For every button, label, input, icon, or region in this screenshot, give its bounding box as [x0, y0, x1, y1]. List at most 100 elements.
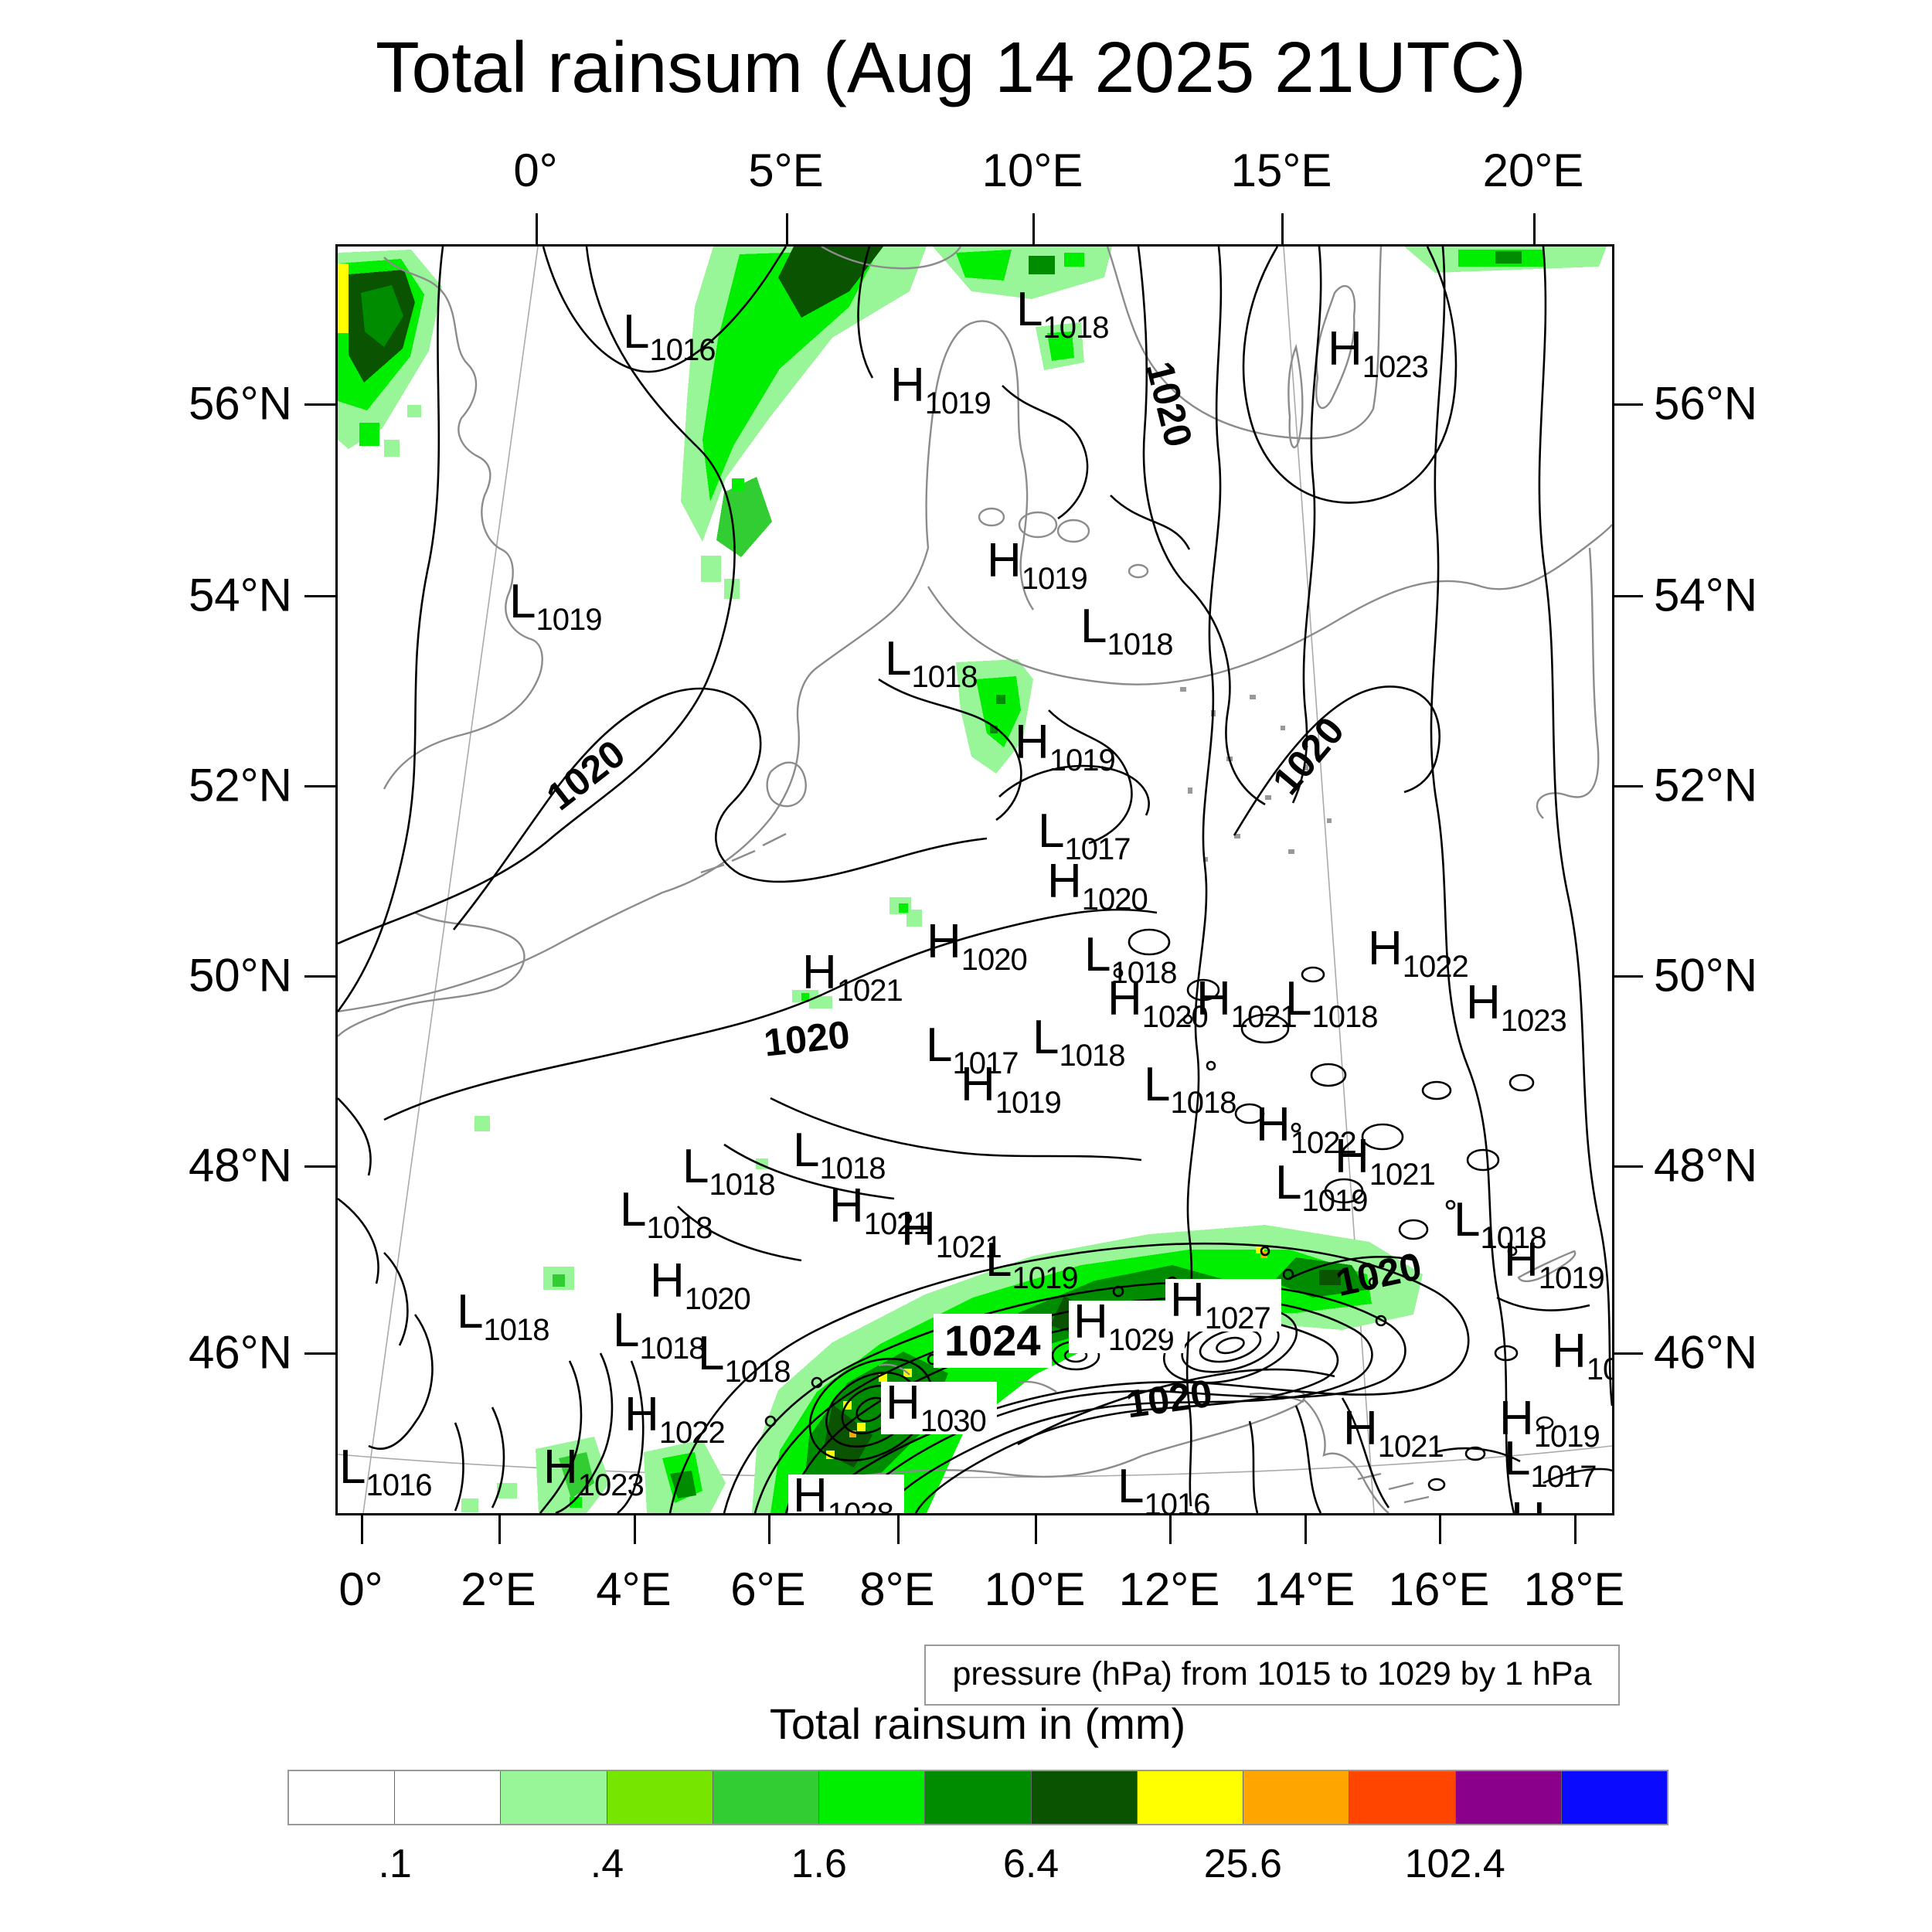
pressure-center-H1020: H1020	[650, 1254, 751, 1316]
colorbar	[287, 1770, 1668, 1825]
colorbar-cell-6	[924, 1771, 1031, 1824]
colorbar-cell-1	[394, 1771, 501, 1824]
axis-label-bottom: 12°E	[1118, 1563, 1220, 1615]
pressure-center-H1018: H1018	[1552, 1325, 1612, 1386]
axis-label-top: 5°E	[748, 145, 824, 196]
axis-label-right: 50°N	[1654, 949, 1758, 1002]
map-canvas	[338, 247, 1612, 1513]
axis-tick-top	[1032, 213, 1035, 244]
axis-tick-left	[304, 785, 335, 787]
pressure-center-H1021: H1021	[802, 946, 903, 1008]
axis-label-bottom: 10°E	[984, 1563, 1086, 1615]
axis-label-bottom: 18°E	[1523, 1563, 1625, 1615]
pressure-center-L1018: L1018	[1032, 1011, 1125, 1073]
axis-tick-right	[1612, 403, 1643, 406]
colorbar-tick-labels: .1 .4 1.6 6.4 25.6 102.4	[289, 1841, 1667, 1895]
axis-label-left: 54°N	[188, 569, 292, 621]
colorbar-cell-5	[818, 1771, 925, 1824]
axis-label-left: 50°N	[188, 949, 292, 1002]
pressure-center-H1019: H1019	[890, 359, 992, 420]
axis-label-left: 52°N	[188, 759, 292, 811]
pressure-center-H1019: H1019	[1499, 1392, 1600, 1454]
axis-tick-bottom	[1574, 1513, 1577, 1544]
pressure-center-H1027: H1027	[1165, 1277, 1281, 1334]
pressure-center-H1028: H1028	[788, 1472, 904, 1513]
axis-label-bottom: 2°E	[461, 1563, 536, 1615]
pressure-center-L1018: L1018	[620, 1183, 713, 1245]
colorbar-cell-3	[606, 1771, 713, 1824]
axis-label-bottom: 16°E	[1388, 1563, 1490, 1615]
pressure-center-H1016: H1016	[1511, 1496, 1611, 1514]
small-cells	[1113, 928, 1554, 1492]
axis-label-right: 56°N	[1654, 377, 1758, 430]
pressure-center-L1019: L1019	[1275, 1156, 1368, 1218]
pressure-center-L1018: L1018	[682, 1140, 775, 1202]
colorbar-cell-2	[500, 1771, 607, 1824]
axis-tick-right	[1612, 975, 1643, 978]
pressure-center-H1020: H1020	[1107, 972, 1209, 1034]
page-title: Total rainsum (Aug 14 2025 21UTC)	[376, 27, 1526, 107]
colorbar-cell-7	[1030, 1771, 1137, 1824]
rain-layer	[338, 247, 1607, 1513]
pressure-center-H1021: H1021	[901, 1202, 1002, 1264]
axis-tick-right	[1612, 1352, 1643, 1355]
pressure-center-L1019: L1019	[509, 575, 602, 637]
axis-label-bottom: 4°E	[596, 1563, 672, 1615]
colorbar-cell-0	[289, 1771, 395, 1824]
axis-label-top: 20°E	[1482, 145, 1584, 196]
axis-label-bottom: 8°E	[859, 1563, 935, 1615]
colorbar-cell-4	[712, 1771, 819, 1824]
colorbar-tick-25.6: 25.6	[1203, 1842, 1282, 1886]
axis-label-left: 48°N	[188, 1139, 292, 1192]
colorbar-title: Total rainsum in (mm)	[769, 1699, 1186, 1748]
axis-label-top: 10°E	[981, 145, 1083, 196]
pressure-center-H1019: H1019	[1015, 716, 1116, 777]
axis-tick-bottom	[361, 1513, 363, 1544]
pressure-contours	[338, 247, 1612, 1513]
pressure-center-H1021: H1021	[829, 1179, 930, 1241]
pressure-center-H1019: H1019	[987, 534, 1088, 596]
pressure-center-H1022: H1022	[1256, 1098, 1357, 1160]
axis-tick-top	[786, 213, 788, 244]
pressure-note: pressure (hPa) from 1015 to 1029 by 1 hP…	[924, 1645, 1620, 1706]
axis-tick-bottom	[897, 1513, 900, 1544]
colorbar-cell-9	[1243, 1771, 1349, 1824]
pressure-center-L1018: L1018	[1144, 1058, 1236, 1120]
colorbar-cell-11	[1454, 1771, 1561, 1824]
axis-tick-right	[1612, 595, 1643, 597]
pressure-center-H1030: H1030	[881, 1379, 997, 1437]
axis-tick-top	[536, 213, 538, 244]
colorbar-cell-10	[1349, 1771, 1455, 1824]
pressure-center-L1018: L1018	[885, 632, 978, 694]
pressure-center-L1017: L1017	[926, 1019, 1019, 1080]
axis-tick-bottom	[1169, 1513, 1172, 1544]
axis-tick-bottom	[634, 1513, 636, 1544]
pressure-center-H1023: H1023	[1466, 976, 1567, 1038]
pressure-center-L1018: L1018	[613, 1304, 706, 1366]
pressure-center-H1021: H1021	[1343, 1402, 1444, 1464]
axis-label-bottom: 6°E	[730, 1563, 806, 1615]
axis-tick-left	[304, 1165, 335, 1168]
pressure-center-H1021: H1021	[1196, 972, 1298, 1034]
axis-tick-left	[304, 1352, 335, 1355]
pressure-center-L1018: L1018	[793, 1124, 886, 1185]
pressure-center-L1018: L1018	[1454, 1193, 1546, 1255]
axis-tick-left	[304, 595, 335, 597]
axis-label-bottom: 14°E	[1253, 1563, 1355, 1615]
pressure-center-L1018: L1018	[457, 1285, 549, 1347]
pressure-center-H1022: H1022	[624, 1388, 726, 1450]
axis-tick-bottom	[1304, 1513, 1307, 1544]
pressure-center-L1016: L1016	[623, 305, 716, 367]
parallel-45N	[338, 1445, 1612, 1478]
pressure-center-H1023: H1023	[1328, 322, 1429, 384]
axis-label-right: 46°N	[1654, 1326, 1758, 1379]
pressure-center-H1022: H1022	[1368, 922, 1469, 984]
pressure-center-H1019: H1019	[1504, 1233, 1605, 1295]
pressure-center-L1018: L1018	[1285, 972, 1378, 1034]
axis-tick-bottom	[768, 1513, 770, 1544]
axis-tick-top	[1281, 213, 1284, 244]
axis-tick-right	[1612, 785, 1643, 787]
axis-label-right: 54°N	[1654, 569, 1758, 621]
pressure-center-L1016: L1016	[339, 1440, 432, 1502]
